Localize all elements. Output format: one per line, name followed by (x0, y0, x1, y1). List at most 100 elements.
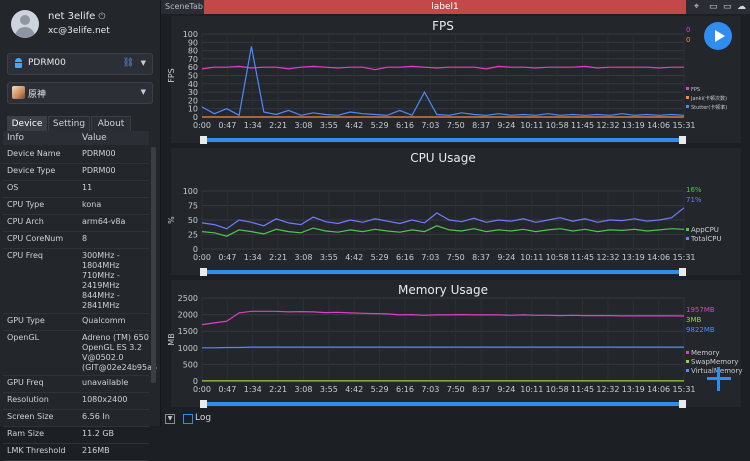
range-slider-track[interactable] (202, 138, 684, 142)
range-slider-track[interactable] (202, 270, 684, 274)
folder-icon[interactable]: ▭ (709, 2, 718, 12)
bottom-bar: ▼ Log (161, 410, 750, 426)
row-key: GPU Type (7, 316, 45, 325)
row-value-line: 8 (82, 234, 88, 243)
expand-icon[interactable]: ▼ (165, 414, 175, 424)
y-tick-label: 25 (188, 231, 198, 240)
y-tick-label: 100 (183, 30, 198, 39)
y-tick-label: 1500 (178, 327, 198, 336)
folder-open-icon[interactable]: ▭ (723, 2, 732, 12)
row-value-line: 844MHz - (82, 291, 120, 300)
range-slider-handle[interactable] (200, 136, 207, 144)
cloud-icon[interactable]: ☁ (737, 2, 746, 12)
avatar[interactable] (11, 10, 39, 38)
x-tick-label: 11:45 (571, 121, 594, 130)
table-row: CPU Freq 300MHz -1804MHz 710MHz -2419MHz 84… (3, 249, 149, 314)
current-value: 0 (686, 26, 690, 34)
scrollbar[interactable] (151, 147, 156, 383)
x-tick-label: 13:19 (622, 253, 645, 262)
y-tick-label: 2500 (178, 294, 198, 303)
x-tick-label: 0:47 (218, 253, 236, 262)
range-slider-handle[interactable] (679, 400, 686, 408)
log-checkbox[interactable] (183, 414, 193, 424)
x-tick-label: 13:19 (622, 385, 645, 394)
chart-title: CPU Usage (410, 151, 476, 165)
main-panel: SceneTab label1 ⌖ ▭ ▭ ☁ FPS FPS 0 10 20 30 40 5… (161, 0, 750, 426)
topbar: SceneTab label1 ⌖ ▭ ▭ ☁ (161, 0, 750, 14)
x-tick-label: 9:24 (497, 385, 515, 394)
scene-tab[interactable]: SceneTab (165, 2, 203, 11)
x-tick-label: 15:31 (672, 253, 695, 262)
range-slider-track[interactable] (202, 402, 684, 406)
table-row: CPU Arch arm64-v8a (3, 215, 149, 232)
profile: net 3elife ⏻ xc@3elife.net (8, 8, 158, 40)
x-tick-label: 14:06 (647, 385, 670, 394)
y-tick-label: 100 (183, 187, 198, 196)
tab-setting[interactable]: Setting (48, 116, 90, 132)
row-value-line: Qualcomm (82, 316, 126, 325)
row-value: Qualcomm (82, 316, 125, 326)
device-select[interactable]: PDRM00 ⛓ ▼ (7, 53, 153, 75)
app-select[interactable]: 原神 ▼ (7, 82, 153, 104)
table-row: Ram Size 11.2 GB (3, 427, 149, 444)
play-button[interactable] (704, 22, 732, 50)
row-value: Adreno (TM) 650 OpenGL ES 3.2 V@0502.0 (GIT… (82, 333, 157, 373)
add-button[interactable] (707, 367, 731, 391)
x-tick-label: 4:42 (345, 385, 363, 394)
y-axis-label: FPS (167, 68, 176, 83)
row-key: CPU Freq (7, 251, 43, 260)
row-key: GPU Freq (7, 378, 44, 387)
x-tick-label: 5:29 (371, 385, 389, 394)
x-tick-label: 4:42 (345, 121, 363, 130)
tab-device[interactable]: Device (7, 116, 47, 132)
x-tick-label: 15:31 (672, 121, 695, 130)
legend-swatch (686, 105, 689, 108)
tab-about[interactable]: About (91, 116, 131, 132)
device-select-value: PDRM00 (28, 58, 66, 68)
x-tick-label: 4:42 (345, 253, 363, 262)
label-tab[interactable]: label1 (204, 0, 686, 14)
x-tick-label: 0:47 (218, 385, 236, 394)
x-tick-label: 5:29 (371, 121, 389, 130)
table-row: LMK Threshold 216MB (3, 444, 149, 461)
series-line-0 (201, 310, 685, 326)
legend-swatch (686, 351, 689, 354)
row-value-line: 1080x2400 (82, 395, 128, 404)
legend-label: VirtualMemory (691, 367, 742, 375)
x-tick-label: 7:03 (421, 121, 439, 130)
y-tick-label: 50 (188, 72, 198, 81)
location-icon[interactable]: ⌖ (694, 2, 700, 12)
y-tick-label: 70 (188, 55, 198, 64)
row-value: 6.56 In (82, 412, 110, 422)
legend-label: TotalCPU (690, 235, 722, 243)
y-tick-label: 1000 (178, 344, 198, 353)
x-tick-label: 1:34 (244, 121, 262, 130)
row-value: 11 (82, 183, 92, 193)
row-value-line: 2841MHz (82, 301, 120, 310)
x-tick-label: 14:06 (647, 253, 670, 262)
x-tick-label: 10:11 (520, 385, 543, 394)
x-tick-label: 8:37 (472, 385, 490, 394)
user-email: xc@3elife.net (48, 26, 110, 36)
power-icon[interactable]: ⏻ (98, 12, 106, 22)
user-name: net 3elife ⏻ (48, 11, 105, 22)
x-tick-label: 6:16 (396, 121, 414, 130)
legend-label: FPS (691, 87, 700, 93)
y-tick-label: 20 (188, 96, 198, 105)
range-slider-handle[interactable] (679, 136, 686, 144)
x-tick-label: 10:58 (546, 253, 569, 262)
row-value-line: PDRM00 (82, 166, 116, 175)
y-axis-label: % (167, 216, 176, 224)
row-value-line: 710MHz - (82, 271, 120, 280)
range-slider-handle[interactable] (679, 268, 686, 276)
row-value-line: 2419MHz (82, 281, 120, 290)
link-icon[interactable]: ⛓ (122, 58, 134, 68)
x-tick-label: 7:50 (447, 385, 465, 394)
range-slider-handle[interactable] (200, 268, 207, 276)
x-tick-label: 5:29 (371, 253, 389, 262)
info-table: Device Name PDRM00 Device Type PDRM00 OS 11 CP… (3, 147, 157, 461)
user-name-text: net 3elife (48, 11, 96, 22)
label-tab-text: label1 (431, 2, 459, 12)
range-slider-handle[interactable] (200, 400, 207, 408)
row-value-line: OpenGL ES 3.2 (82, 343, 142, 352)
